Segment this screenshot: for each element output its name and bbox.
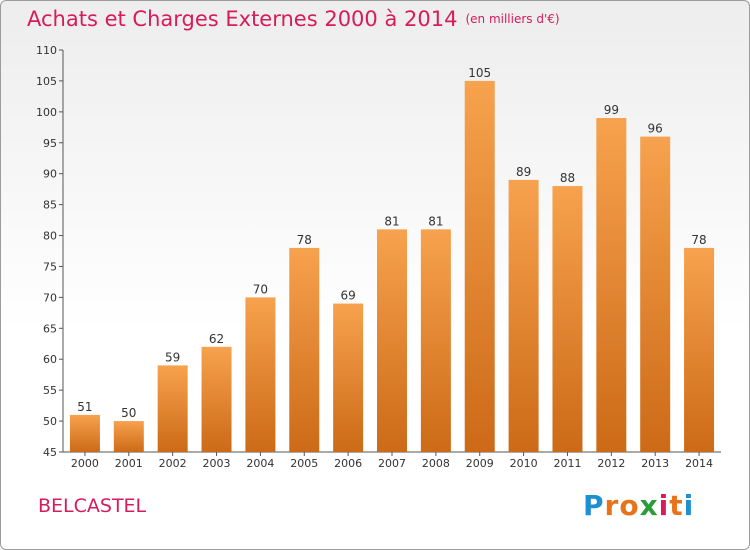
data-label-2002: 59	[165, 350, 180, 364]
y-tick-label: 105	[36, 75, 57, 88]
y-tick-label: 110	[36, 44, 57, 57]
logo-letter: t	[669, 489, 684, 522]
data-label-2006: 69	[340, 289, 355, 303]
y-tick-label: 95	[43, 137, 57, 150]
bars-group: 51 50 59 62 70 78 69 81 81 105 89 88 99 96 78	[69, 66, 715, 453]
y-tick-label: 100	[36, 106, 57, 119]
x-tick-label-2002: 2002	[159, 457, 187, 470]
chart-title: Achats et Charges Externes 2000 à 2014 (e…	[27, 7, 560, 31]
x-tick-label-2014: 2014	[685, 457, 713, 470]
x-tick-label-2007: 2007	[378, 457, 406, 470]
bar-2010	[508, 179, 539, 452]
bar-2003	[201, 346, 232, 452]
logo-letter: x	[639, 489, 659, 522]
x-tick-label-2011: 2011	[553, 457, 581, 470]
y-tick-label: 45	[43, 446, 57, 459]
logo-letter: r	[604, 489, 620, 522]
y-tick-label: 60	[43, 353, 57, 366]
bar-2009	[464, 80, 495, 452]
x-axis: 2000 2001 2002 2003 2004 2005 2006 2007 2008 2009…	[63, 451, 721, 470]
y-tick-label: 65	[43, 322, 57, 335]
bar-2007	[377, 229, 407, 452]
y-axis: 45 50 55 60 65 70 75 80 85 90 95 100 105 110	[36, 44, 64, 459]
data-label-2009: 105	[468, 66, 491, 80]
logo-letter: i	[658, 489, 670, 522]
bar-2001	[113, 421, 144, 452]
y-tick-label: 70	[43, 291, 57, 304]
data-label-2012: 99	[604, 103, 619, 117]
bar-2004	[245, 297, 276, 452]
data-label-2013: 96	[648, 122, 663, 136]
x-tick-label-2009: 2009	[466, 457, 494, 470]
x-tick-label-2006: 2006	[334, 457, 362, 470]
x-tick-label-2008: 2008	[422, 457, 450, 470]
data-label-2004: 70	[253, 282, 268, 296]
bar-2012	[596, 118, 627, 453]
x-tick-label-2001: 2001	[115, 457, 143, 470]
bar-2008	[420, 229, 451, 452]
data-label-2001: 50	[121, 406, 136, 420]
bar-2011	[552, 186, 583, 453]
chart-title-text: Achats et Charges Externes 2000 à 2014	[27, 7, 458, 31]
data-label-2007: 81	[384, 214, 399, 228]
y-tick-label: 55	[43, 384, 57, 397]
y-tick-label: 85	[43, 199, 57, 212]
bar-2014	[684, 247, 715, 452]
y-tick-label: 50	[43, 415, 57, 428]
x-tick-label-2004: 2004	[246, 457, 274, 470]
x-tick-label-2013: 2013	[641, 457, 669, 470]
logo-letter: o	[619, 489, 640, 522]
data-label-2010: 89	[516, 165, 531, 179]
logo-letter: P	[583, 489, 605, 522]
x-tick-label-2003: 2003	[203, 457, 231, 470]
data-label-2000: 51	[77, 400, 92, 414]
bar-2002	[157, 365, 188, 452]
data-label-2011: 88	[560, 171, 575, 185]
bar-2006	[333, 303, 364, 452]
logo-letter: i	[683, 489, 695, 522]
data-label-2014: 78	[691, 233, 706, 247]
chart-unit: (en milliers d'€)	[465, 12, 560, 26]
x-tick-label-2000: 2000	[71, 457, 99, 470]
y-tick-label: 75	[43, 260, 57, 273]
bar-2000	[69, 414, 100, 452]
bar-2005	[289, 247, 320, 452]
data-label-2008: 81	[428, 214, 443, 228]
data-label-2003: 62	[209, 332, 224, 346]
y-tick-label: 80	[43, 230, 57, 243]
place-label: BELCASTEL	[38, 495, 147, 517]
x-tick-label-2010: 2010	[510, 457, 538, 470]
x-tick-label-2012: 2012	[597, 457, 625, 470]
proxiti-logo: Proxiti	[583, 489, 694, 522]
x-tick-label-2005: 2005	[290, 457, 318, 470]
data-label-2005: 78	[297, 233, 312, 247]
bar-2013	[640, 136, 671, 453]
y-tick-label: 90	[43, 168, 57, 181]
